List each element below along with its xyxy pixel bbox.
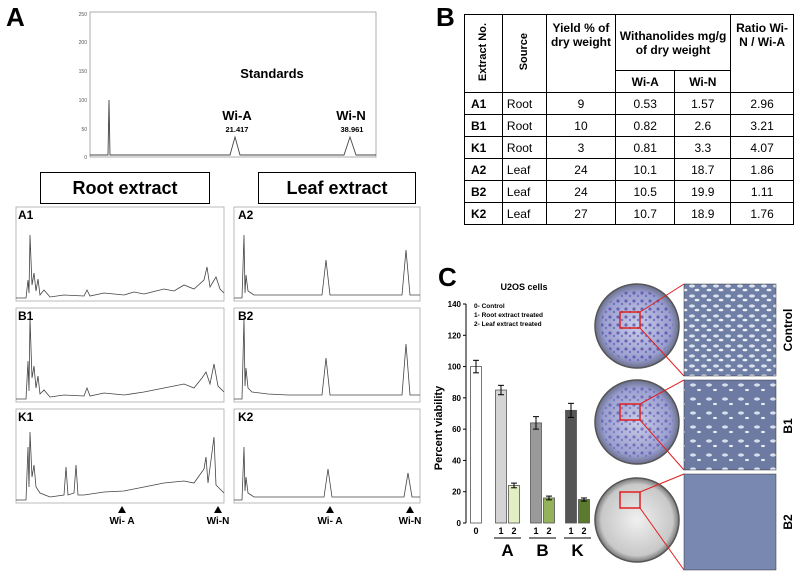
col-header-wia: Wi-A: [614, 70, 676, 93]
chromatogram-label: B1: [18, 309, 34, 323]
marker-win-leaf: [406, 506, 414, 513]
standards-y-tick: 200: [79, 40, 88, 46]
panel-letter-c: C: [438, 262, 457, 292]
table-row: B1 Root 10 0.82 2.6 3.21: [464, 114, 794, 137]
control-plate: [594, 283, 685, 377]
peak-wia-label: Wi-A: [222, 108, 252, 123]
yield-table: Extract No. Source Yield % of dry weight…: [464, 14, 794, 225]
y-axis-label: Percent viability: [433, 385, 445, 470]
y-tick-label: 20: [452, 488, 461, 497]
bar: [530, 422, 542, 524]
image-label-b2: B2: [781, 514, 795, 530]
peak-wia-time: 21.417: [226, 125, 249, 134]
legend-entry: 1- Root extract treated: [474, 312, 543, 319]
bar-label: 2: [581, 526, 586, 536]
colony-images: Control B1 B2: [594, 283, 795, 571]
standards-y-tick: 250: [79, 12, 88, 18]
chromatogram-b2: B2: [233, 307, 421, 403]
chromatogram-label: B2: [238, 309, 254, 323]
image-label-control: Control: [781, 309, 795, 352]
standards-trace: [90, 99, 376, 156]
chromatogram-label: K1: [18, 410, 34, 424]
chromatogram-b1: B1: [15, 307, 225, 403]
table-row: A2 Leaf 24 10.1 18.7 1.86: [464, 158, 794, 181]
col-header-ratio: Ratio Wi-N / Wi-A: [730, 14, 794, 93]
table-row: B2 Leaf 24 10.5 19.9 1.11: [464, 180, 794, 203]
y-tick-label: 120: [448, 331, 462, 340]
marker-wia-leaf: [326, 506, 334, 513]
marker-label-wia: Wi- A: [109, 516, 134, 527]
b1-plate: [594, 379, 685, 471]
y-tick-label: 80: [452, 394, 461, 403]
legend-entry: 2- Leaf extract treated: [474, 321, 542, 328]
root-extract-header: Root extract: [40, 172, 210, 204]
peak-win-time: 38.961: [341, 125, 364, 134]
marker-label-win: Wi-N: [207, 516, 230, 527]
bar-label: 1: [533, 526, 538, 536]
bar: [543, 497, 555, 524]
standards-chromatogram: 250 200 150 100 50 0 Standards Wi-A 21.4…: [79, 11, 377, 161]
panel-letter-a: A: [6, 2, 25, 32]
bar: [495, 389, 507, 524]
group-label: A: [501, 541, 513, 560]
panel-letter-b: B: [436, 2, 455, 32]
col-header-extract: Extract No.: [464, 14, 503, 93]
chromatogram-a2: A2: [233, 206, 421, 302]
y-tick-label: 0: [457, 519, 462, 528]
chromatogram-label: K2: [238, 410, 254, 424]
y-tick-label: 100: [448, 363, 462, 372]
b1-micrograph: [683, 379, 777, 471]
standards-y-tick: 150: [79, 69, 88, 75]
bar: [565, 409, 577, 524]
bar: [470, 366, 482, 524]
retention-markers: Wi- A Wi-N Wi- A Wi-N: [109, 506, 422, 527]
control-micrograph: [683, 283, 777, 377]
standards-y-tick: 50: [81, 127, 87, 133]
chromatogram-label: A1: [18, 208, 34, 222]
y-tick-label: 60: [452, 425, 461, 434]
table-row: K1 Root 3 0.81 3.3 4.07: [464, 136, 794, 159]
marker-label-wia: Wi- A: [317, 516, 342, 527]
chromatogram-k1: K1: [15, 408, 225, 504]
standards-title: Standards: [240, 66, 304, 81]
bar-label: 1: [498, 526, 503, 536]
chart-title: U2OS cells: [500, 282, 547, 292]
col-header-yield: Yield % of dry weight: [546, 14, 616, 93]
bar-label: 2: [546, 526, 551, 536]
y-tick-label: 140: [448, 300, 462, 309]
standards-y-tick: 100: [79, 98, 88, 104]
marker-win-root: [214, 506, 222, 513]
marker-wia-root: [118, 506, 126, 513]
group-label: B: [536, 541, 548, 560]
standards-y-tick: 0: [84, 155, 87, 161]
table-row: K2 Leaf 27 10.7 18.9 1.76: [464, 202, 794, 225]
col-header-win: Wi-N: [674, 70, 732, 93]
legend-entry: 0- Control: [474, 303, 505, 310]
leaf-extract-header: Leaf extract: [258, 172, 416, 204]
chromatogram-k2: K2: [233, 408, 421, 504]
chromatogram-a1: A1: [15, 206, 225, 302]
table-row: A1 Root 9 0.53 1.57 2.96: [464, 92, 794, 115]
col-header-source: Source: [501, 14, 548, 93]
image-label-b1: B1: [781, 418, 795, 434]
bar-label: 2: [511, 526, 516, 536]
y-tick-label: 40: [452, 456, 461, 465]
peak-win-label: Wi-N: [336, 108, 366, 123]
b2-micrograph: [683, 473, 777, 571]
bar: [578, 499, 590, 524]
bar: [508, 485, 520, 524]
b2-plate: [594, 473, 685, 571]
chromatogram-label: A2: [238, 208, 254, 222]
bar-label: 0: [473, 526, 478, 536]
viability-bar-chart: U2OS cells 0- Control 1- Root extract tr…: [433, 282, 591, 560]
marker-label-win: Wi-N: [399, 516, 422, 527]
group-label: K: [571, 541, 584, 560]
bar-label: 1: [568, 526, 573, 536]
col-header-withanolides: Withanolides mg/g of dry weight: [614, 14, 732, 71]
